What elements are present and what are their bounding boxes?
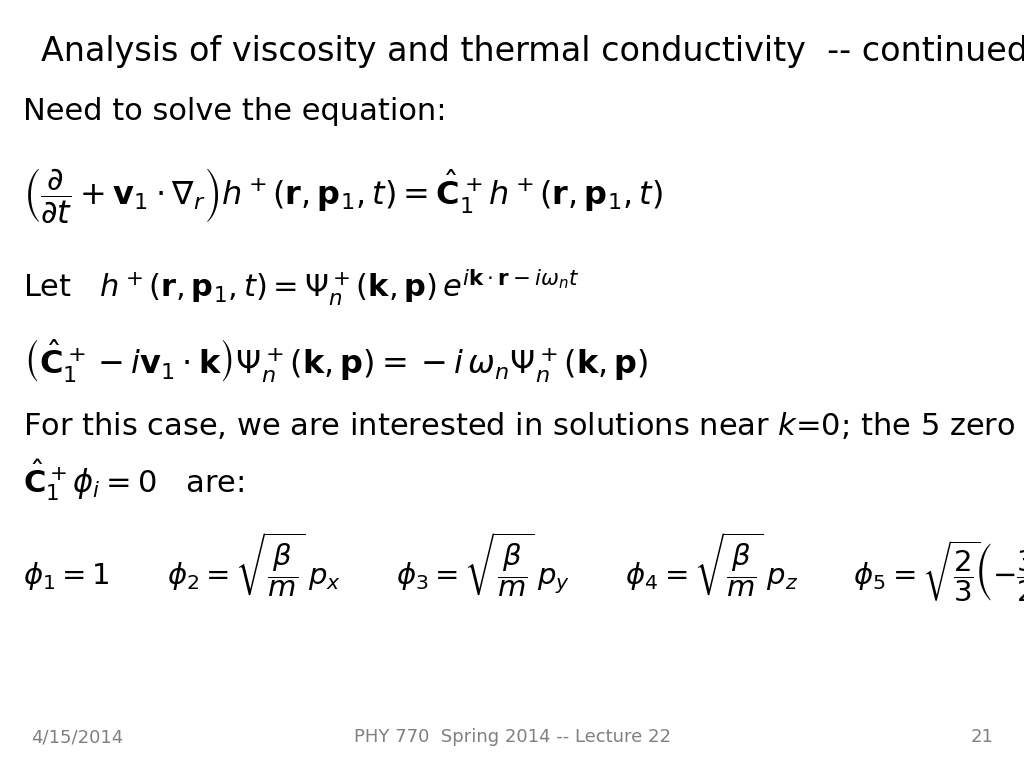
Text: $\left(\dfrac{\partial}{\partial t}+\mathbf{v}_1\cdot\nabla_r\right)h^+(\mathbf{: $\left(\dfrac{\partial}{\partial t}+\mat… <box>23 167 663 225</box>
Text: $\hat{\mathbf{C}}_1^+\phi_i = 0$   are:: $\hat{\mathbf{C}}_1^+\phi_i = 0$ are: <box>23 457 244 503</box>
Text: Analysis of viscosity and thermal conductivity  -- continued: Analysis of viscosity and thermal conduc… <box>41 35 1024 68</box>
Text: PHY 770  Spring 2014 -- Lecture 22: PHY 770 Spring 2014 -- Lecture 22 <box>353 729 671 746</box>
Text: $\phi_1 = 1 \qquad \phi_2 = \sqrt{\dfrac{\beta}{m}}\,p_x \qquad \phi_3 = \sqrt{\: $\phi_1 = 1 \qquad \phi_2 = \sqrt{\dfrac… <box>23 531 1024 605</box>
Text: Need to solve the equation:: Need to solve the equation: <box>23 97 446 126</box>
Text: For this case, we are interested in solutions near $k$=0; the 5 zero eigenstates: For this case, we are interested in solu… <box>23 410 1024 442</box>
Text: $\left(\hat{\mathbf{C}}_1^+ - i\mathbf{v}_1\cdot\mathbf{k}\right)\Psi_n^+(\mathb: $\left(\hat{\mathbf{C}}_1^+ - i\mathbf{v… <box>23 337 648 385</box>
Text: 4/15/2014: 4/15/2014 <box>31 729 123 746</box>
Text: 21: 21 <box>971 729 993 746</box>
Text: Let   $h^+(\mathbf{r},\mathbf{p}_1,t) = \Psi_n^+(\mathbf{k},\mathbf{p})\,e^{i\ma: Let $h^+(\mathbf{r},\mathbf{p}_1,t) = \P… <box>23 268 579 308</box>
